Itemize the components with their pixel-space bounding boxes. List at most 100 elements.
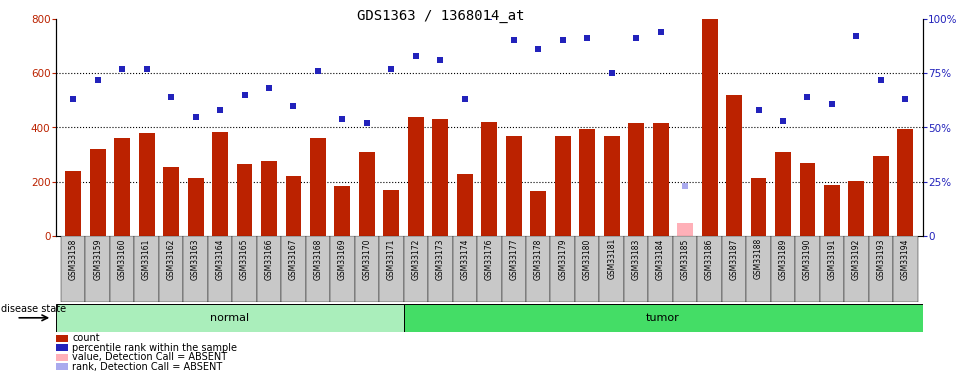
Bar: [310, 138, 326, 236]
Text: GSM33167: GSM33167: [289, 238, 298, 280]
Bar: [526, 236, 551, 302]
Point: [310, 68, 326, 74]
Text: GSM33178: GSM33178: [534, 238, 543, 280]
Point: [66, 96, 81, 102]
Bar: [433, 119, 448, 236]
Bar: [61, 236, 85, 302]
Bar: [208, 236, 232, 302]
Bar: [110, 236, 134, 302]
Bar: [848, 180, 865, 236]
Bar: [477, 236, 501, 302]
Point: [261, 86, 276, 92]
Text: GSM33160: GSM33160: [118, 238, 127, 280]
Point: [433, 57, 448, 63]
Bar: [677, 223, 693, 236]
Text: GSM33165: GSM33165: [240, 238, 249, 280]
Text: GSM33169: GSM33169: [338, 238, 347, 280]
Bar: [85, 236, 110, 302]
Text: percentile rank within the sample: percentile rank within the sample: [72, 343, 238, 353]
Bar: [114, 138, 130, 236]
Point: [457, 96, 472, 102]
Text: GSM33163: GSM33163: [191, 238, 200, 280]
Bar: [722, 236, 747, 302]
Point: [506, 38, 522, 44]
Text: count: count: [72, 333, 100, 344]
Text: GSM33191: GSM33191: [828, 238, 837, 280]
Bar: [163, 167, 179, 236]
Bar: [653, 123, 668, 236]
Text: GSM33184: GSM33184: [656, 238, 666, 280]
Point: [334, 116, 350, 122]
Point: [751, 107, 766, 113]
Bar: [281, 236, 305, 302]
Bar: [747, 236, 771, 302]
Text: GSM33170: GSM33170: [362, 238, 371, 280]
Text: GSM33173: GSM33173: [436, 238, 444, 280]
Bar: [648, 236, 673, 302]
Point: [213, 107, 228, 113]
Bar: [359, 152, 375, 236]
Point: [114, 66, 129, 72]
Text: GSM33187: GSM33187: [729, 238, 739, 280]
Bar: [237, 164, 252, 236]
Text: GSM33180: GSM33180: [582, 238, 592, 280]
Bar: [673, 236, 697, 302]
Bar: [506, 136, 522, 236]
Bar: [134, 236, 158, 302]
Text: GSM33161: GSM33161: [142, 238, 151, 280]
Bar: [184, 236, 208, 302]
Bar: [894, 236, 918, 302]
Point: [555, 38, 571, 44]
Point: [286, 103, 301, 109]
Bar: [820, 236, 844, 302]
Bar: [379, 236, 404, 302]
Text: GSM33176: GSM33176: [485, 238, 494, 280]
Text: GDS1363 / 1368014_at: GDS1363 / 1368014_at: [357, 9, 525, 23]
Bar: [554, 136, 571, 236]
Text: normal: normal: [211, 313, 249, 323]
Bar: [404, 236, 428, 302]
Bar: [139, 133, 155, 236]
Bar: [305, 236, 330, 302]
Bar: [232, 236, 257, 302]
Text: GSM33172: GSM33172: [412, 238, 420, 280]
Text: GSM33166: GSM33166: [265, 238, 273, 280]
Bar: [751, 178, 766, 236]
Point: [873, 76, 889, 82]
Bar: [452, 236, 477, 302]
Bar: [844, 236, 868, 302]
Text: GSM33181: GSM33181: [608, 238, 616, 279]
Point: [849, 33, 865, 39]
Text: GSM33183: GSM33183: [632, 238, 640, 280]
Text: GSM33171: GSM33171: [386, 238, 396, 280]
Bar: [795, 236, 820, 302]
Point: [897, 96, 913, 102]
Point: [408, 53, 423, 59]
Text: GSM33193: GSM33193: [876, 238, 886, 280]
Text: GSM33174: GSM33174: [461, 238, 469, 280]
Bar: [873, 156, 889, 236]
Point: [530, 46, 546, 52]
Text: GSM33168: GSM33168: [313, 238, 323, 280]
Bar: [355, 236, 379, 302]
Bar: [408, 117, 424, 236]
Bar: [624, 236, 648, 302]
Bar: [481, 122, 497, 236]
Point: [653, 29, 668, 35]
Bar: [286, 177, 301, 236]
Bar: [600, 236, 624, 302]
Bar: [604, 136, 619, 236]
Bar: [530, 191, 546, 236]
Bar: [701, 19, 718, 236]
Bar: [428, 236, 452, 302]
Point: [726, 7, 742, 13]
Text: GSM33188: GSM33188: [754, 238, 763, 279]
Point: [629, 35, 644, 41]
Text: value, Detection Call = ABSENT: value, Detection Call = ABSENT: [72, 352, 228, 362]
Text: GSM33185: GSM33185: [681, 238, 690, 280]
Bar: [771, 236, 795, 302]
Text: GSM33194: GSM33194: [901, 238, 910, 280]
Bar: [66, 171, 81, 236]
Point: [604, 70, 619, 76]
Point: [482, 13, 497, 20]
